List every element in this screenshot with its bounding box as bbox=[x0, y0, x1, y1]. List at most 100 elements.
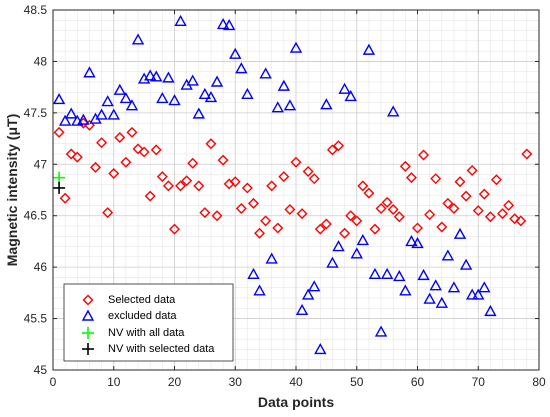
data-point-excluded-data bbox=[447, 281, 461, 293]
data-point-selected-data bbox=[369, 223, 381, 235]
data-point-excluded-data bbox=[350, 247, 363, 259]
data-point-excluded-data bbox=[344, 89, 357, 102]
data-point-selected-data bbox=[284, 204, 296, 216]
legend-marker-plus-black bbox=[82, 343, 94, 355]
data-point-selected-data bbox=[169, 223, 180, 235]
legend-marker-diamond bbox=[82, 294, 94, 306]
data-point-excluded-data bbox=[265, 252, 278, 264]
data-point-selected-data bbox=[59, 192, 71, 204]
data-point-excluded-data bbox=[374, 325, 388, 337]
data-point-selected-data bbox=[387, 204, 399, 216]
data-point-excluded-data bbox=[58, 114, 72, 126]
legend: Selected data excluded data NV with all … bbox=[63, 283, 234, 362]
data-point-selected-data bbox=[217, 154, 229, 166]
data-point-selected-data bbox=[302, 165, 314, 177]
data-point-excluded-data bbox=[192, 107, 205, 119]
data-point-excluded-data bbox=[119, 92, 133, 104]
legend-item-excluded-data: excluded data bbox=[81, 309, 177, 322]
data-point-excluded-data bbox=[314, 342, 327, 355]
data-point-selected-data bbox=[363, 187, 375, 199]
data-point-selected-data bbox=[509, 213, 521, 225]
data-point-excluded-data bbox=[52, 93, 66, 105]
y-tick-label: 46.5 bbox=[24, 209, 48, 223]
data-point-excluded-data bbox=[368, 267, 382, 280]
data-point-excluded-data bbox=[222, 18, 236, 31]
data-point-selected-data bbox=[138, 146, 150, 158]
data-point-selected-data bbox=[339, 227, 351, 239]
data-point-excluded-data bbox=[83, 66, 96, 78]
legend-marker bbox=[82, 327, 94, 339]
data-point-selected-data bbox=[478, 188, 490, 200]
data-point-excluded-data bbox=[101, 95, 114, 107]
data-point-selected-data bbox=[120, 156, 132, 168]
data-point-excluded-data bbox=[77, 113, 90, 125]
data-point-selected-data bbox=[175, 180, 187, 192]
data-point-excluded-data bbox=[484, 304, 497, 317]
data-point-excluded-data bbox=[168, 94, 181, 106]
data-point-selected-data bbox=[150, 144, 162, 156]
data-point-excluded-data bbox=[356, 233, 370, 246]
data-point-excluded-data bbox=[459, 258, 473, 270]
y-axis-label: Magnetic intensity (μT) bbox=[4, 114, 20, 266]
data-point-selected-data bbox=[247, 197, 259, 209]
data-point-selected-data bbox=[430, 173, 442, 185]
data-point-excluded-data bbox=[338, 82, 351, 94]
legend-marker bbox=[82, 294, 94, 306]
data-point-selected-data bbox=[187, 157, 199, 169]
data-point-selected-data bbox=[272, 222, 284, 234]
data-point-selected-data bbox=[96, 137, 108, 149]
data-point-selected-data bbox=[108, 168, 120, 180]
data-point-excluded-data bbox=[308, 280, 321, 292]
data-point-excluded-data bbox=[289, 41, 303, 53]
data-point-selected-data bbox=[351, 215, 363, 227]
data-point-selected-data bbox=[424, 209, 436, 221]
data-point-excluded-data bbox=[162, 71, 175, 83]
data-point-excluded-data bbox=[156, 92, 169, 104]
data-point-selected-data bbox=[497, 208, 509, 220]
data-point-excluded-data bbox=[411, 237, 424, 249]
data-point-excluded-data bbox=[332, 240, 345, 252]
x-tick-label: 40 bbox=[289, 375, 303, 389]
legend-marker bbox=[81, 309, 95, 321]
data-point-excluded-data bbox=[107, 108, 120, 120]
data-point-excluded-data bbox=[125, 99, 139, 111]
data-point-selected-data bbox=[436, 221, 448, 233]
data-point-excluded-data bbox=[271, 101, 284, 113]
x-axis-label: Data points bbox=[258, 394, 334, 410]
data-point-selected-data bbox=[314, 223, 326, 235]
data-point-selected-data bbox=[503, 199, 515, 211]
legend-label: NV with selected data bbox=[108, 343, 215, 355]
axis-ticks: 0 10 20 30 40 50 60 70 80 45 45.5 46 46.5 47 47.5 48 48.… bbox=[24, 3, 546, 389]
data-point-selected-data bbox=[466, 164, 478, 176]
data-point-selected-data bbox=[102, 207, 114, 219]
data-point-selected-data bbox=[484, 211, 496, 223]
data-point-excluded-data bbox=[229, 47, 242, 59]
data-point-selected-data bbox=[229, 176, 241, 188]
data-point-selected-data bbox=[290, 156, 302, 168]
data-point-excluded-data bbox=[247, 267, 260, 280]
data-point-selected-data bbox=[521, 148, 533, 160]
data-point-excluded-data bbox=[435, 296, 448, 308]
data-point-selected-data bbox=[454, 176, 466, 188]
data-point-selected-data bbox=[211, 210, 223, 222]
data-point-excluded-data bbox=[65, 107, 78, 119]
data-point-excluded-data bbox=[113, 83, 127, 95]
x-tick-label: 70 bbox=[472, 375, 486, 389]
data-point-excluded-data bbox=[198, 87, 212, 100]
y-tick-label: 46 bbox=[34, 260, 48, 274]
data-point-excluded-data bbox=[204, 90, 218, 103]
data-point-selected-data bbox=[114, 132, 126, 144]
y-tick-label: 47.5 bbox=[24, 106, 48, 120]
data-point-selected-data bbox=[515, 215, 527, 227]
data-point-selected-data bbox=[460, 190, 472, 202]
data-point-selected-data bbox=[418, 149, 430, 161]
legend-item-selected-data: Selected data bbox=[82, 294, 176, 306]
data-point-selected-data bbox=[199, 207, 211, 219]
data-point-excluded-data bbox=[131, 33, 145, 45]
data-point-excluded-data bbox=[259, 67, 272, 79]
data-point-excluded-data bbox=[283, 99, 297, 111]
data-point-excluded-data bbox=[387, 105, 400, 117]
y-tick-label: 48 bbox=[34, 54, 48, 68]
y-tick-label: 45.5 bbox=[24, 312, 48, 326]
